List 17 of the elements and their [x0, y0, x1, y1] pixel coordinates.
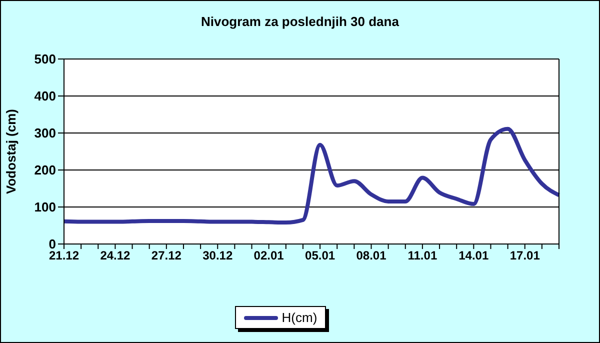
x-tick-label: 17.01: [510, 248, 540, 263]
x-tick-label: 08.01: [356, 248, 387, 263]
x-tick-label: 27.12: [151, 248, 182, 263]
y-axis-title: Vodostaj (cm): [4, 109, 19, 194]
y-tick-label: 300: [34, 126, 56, 141]
y-tick-label: 500: [34, 52, 56, 67]
y-tick-label: 100: [34, 200, 56, 215]
chart-title: Nivogram za poslednjih 30 dana: [200, 14, 400, 29]
x-tick-label: 14.01: [458, 248, 489, 263]
x-tick-label: 05.01: [305, 248, 336, 263]
x-tick-label: 11.01: [408, 248, 438, 263]
x-tick-label: 24.12: [100, 248, 131, 263]
x-tick-label: 02.01: [254, 248, 284, 263]
x-tick-label: 30.12: [202, 248, 233, 263]
legend-label: H(cm): [282, 310, 318, 325]
y-tick-label: 400: [34, 88, 56, 104]
y-tick-label: 200: [34, 162, 56, 178]
